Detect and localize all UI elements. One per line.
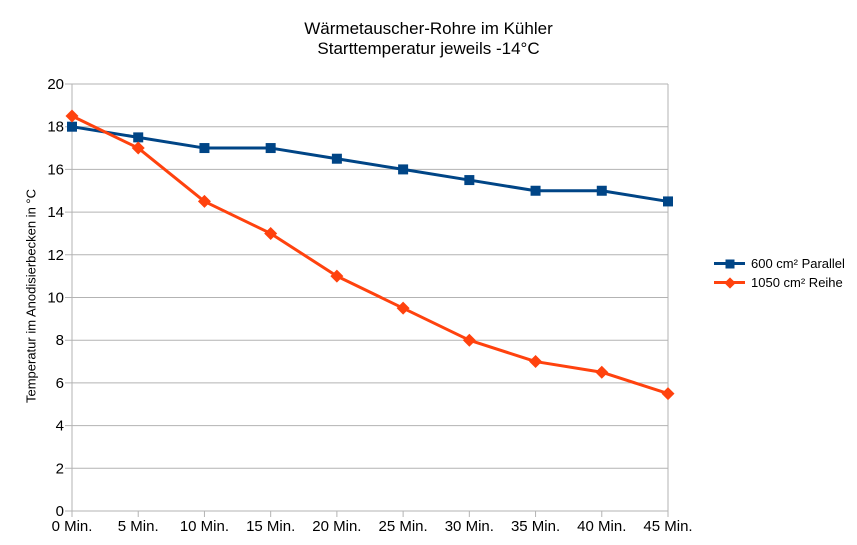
chart-title-line2: Starttemperatur jeweils -14°C xyxy=(317,39,540,58)
legend-item-reihe: 1050 cm² Reihe xyxy=(714,273,845,292)
legend-swatch-parallel xyxy=(714,257,745,270)
x-tick-label: 10 Min. xyxy=(180,518,229,535)
chart-title-line1: Wärmetauscher-Rohre im Kühler xyxy=(304,19,553,38)
legend-label-reihe: 1050 cm² Reihe xyxy=(751,275,843,290)
data-point-marker xyxy=(661,387,675,401)
data-point-marker xyxy=(398,164,409,175)
square-marker-icon xyxy=(725,259,734,268)
x-tick-label: 35 Min. xyxy=(511,518,560,535)
x-tick-label: 25 Min. xyxy=(379,518,428,535)
data-point-marker xyxy=(133,132,144,143)
y-tick-label: 14 xyxy=(47,204,64,221)
y-tick-label: 20 xyxy=(47,76,64,93)
series-line-2 xyxy=(70,114,670,396)
data-point-marker xyxy=(264,226,278,240)
data-point-marker xyxy=(663,196,673,207)
y-tick-label: 8 xyxy=(56,332,64,349)
chart-title: Wärmetauscher-Rohre im Kühler Starttempe… xyxy=(0,19,857,59)
y-tick-label: 10 xyxy=(47,290,64,307)
y-tick-label: 4 xyxy=(56,418,64,435)
data-point-marker xyxy=(331,153,342,164)
data-point-marker xyxy=(65,109,79,123)
data-point-marker xyxy=(530,185,541,196)
data-point-marker xyxy=(67,121,77,132)
data-point-marker xyxy=(462,333,476,347)
data-point-marker xyxy=(595,365,609,379)
data-point-marker xyxy=(596,185,607,196)
y-tick-label: 0 xyxy=(56,503,64,520)
data-point-marker xyxy=(199,143,210,154)
x-tick-label: 20 Min. xyxy=(312,518,361,535)
data-point-marker xyxy=(396,301,410,315)
data-point-marker xyxy=(464,175,475,186)
y-tick-label: 2 xyxy=(56,460,64,477)
legend-label-parallel: 600 cm² Parallel xyxy=(751,256,845,271)
x-tick-label: 0 Min. xyxy=(52,518,93,535)
x-tick-label: 15 Min. xyxy=(246,518,295,535)
x-tick-label: 40 Min. xyxy=(577,518,626,535)
data-point-marker xyxy=(197,194,211,208)
diamond-marker-icon xyxy=(723,276,736,289)
legend: 600 cm² Parallel 1050 cm² Reihe xyxy=(714,254,845,292)
x-tick-label: 45 Min. xyxy=(643,518,692,535)
x-tick-label: 5 Min. xyxy=(118,518,159,535)
x-tick-label: 30 Min. xyxy=(445,518,494,535)
data-point-marker xyxy=(131,141,145,155)
data-point-marker xyxy=(330,269,344,283)
data-point-marker xyxy=(529,355,543,369)
series-line-1 xyxy=(70,125,670,203)
y-tick-label: 12 xyxy=(47,247,64,264)
y-tick-label: 6 xyxy=(56,375,64,392)
legend-item-parallel: 600 cm² Parallel xyxy=(714,254,845,273)
y-tick-label: 18 xyxy=(47,119,64,136)
y-tick-label: 16 xyxy=(47,161,64,178)
data-point-marker xyxy=(265,143,276,154)
legend-swatch-reihe xyxy=(714,276,745,289)
